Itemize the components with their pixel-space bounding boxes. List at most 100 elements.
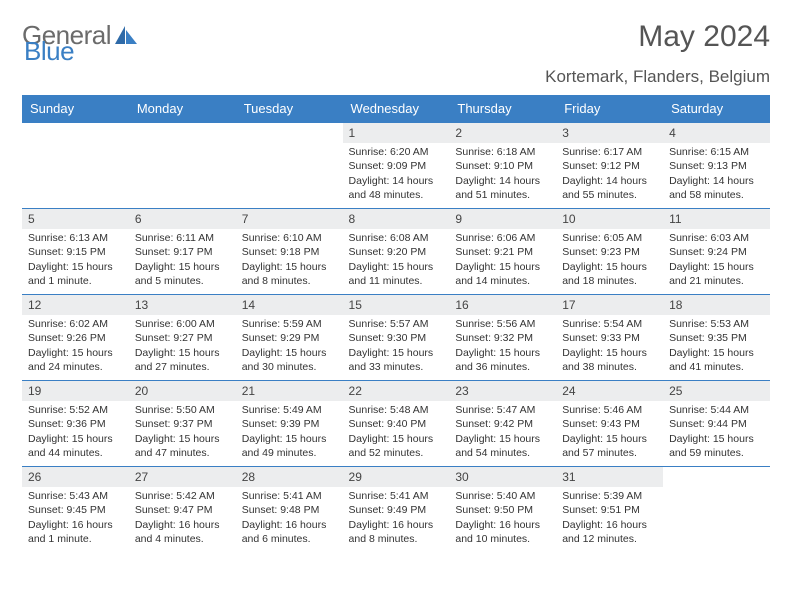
daylight-text: Daylight: 16 hours and 6 minutes. xyxy=(242,518,337,546)
day-body: Sunrise: 6:02 AMSunset: 9:26 PMDaylight:… xyxy=(22,315,129,378)
sunset-text: Sunset: 9:27 PM xyxy=(135,331,230,345)
day-of-week-row: Sunday Monday Tuesday Wednesday Thursday… xyxy=(22,95,770,123)
sunrise-text: Sunrise: 5:53 AM xyxy=(669,317,764,331)
sunset-text: Sunset: 9:29 PM xyxy=(242,331,337,345)
day-cell: 9Sunrise: 6:06 AMSunset: 9:21 PMDaylight… xyxy=(449,209,556,295)
sunset-text: Sunset: 9:33 PM xyxy=(562,331,657,345)
sail-icon xyxy=(115,26,137,46)
day-cell: 23Sunrise: 5:47 AMSunset: 9:42 PMDayligh… xyxy=(449,381,556,467)
sunrise-text: Sunrise: 5:39 AM xyxy=(562,489,657,503)
day-number: 23 xyxy=(449,381,556,401)
day-body: Sunrise: 5:59 AMSunset: 9:29 PMDaylight:… xyxy=(236,315,343,378)
day-body: Sunrise: 6:18 AMSunset: 9:10 PMDaylight:… xyxy=(449,143,556,206)
sunset-text: Sunset: 9:24 PM xyxy=(669,245,764,259)
day-cell: 24Sunrise: 5:46 AMSunset: 9:43 PMDayligh… xyxy=(556,381,663,467)
day-cell: 4Sunrise: 6:15 AMSunset: 9:13 PMDaylight… xyxy=(663,123,770,209)
day-body: Sunrise: 5:54 AMSunset: 9:33 PMDaylight:… xyxy=(556,315,663,378)
day-number: 13 xyxy=(129,295,236,315)
sunset-text: Sunset: 9:13 PM xyxy=(669,159,764,173)
sunset-text: Sunset: 9:23 PM xyxy=(562,245,657,259)
sunset-text: Sunset: 9:47 PM xyxy=(135,503,230,517)
sunrise-text: Sunrise: 5:40 AM xyxy=(455,489,550,503)
day-body: Sunrise: 5:57 AMSunset: 9:30 PMDaylight:… xyxy=(343,315,450,378)
day-body: Sunrise: 5:41 AMSunset: 9:48 PMDaylight:… xyxy=(236,487,343,550)
daylight-text: Daylight: 15 hours and 8 minutes. xyxy=(242,260,337,288)
sunset-text: Sunset: 9:36 PM xyxy=(28,417,123,431)
sunset-text: Sunset: 9:42 PM xyxy=(455,417,550,431)
day-number: 11 xyxy=(663,209,770,229)
daylight-text: Daylight: 15 hours and 36 minutes. xyxy=(455,346,550,374)
day-cell: 6Sunrise: 6:11 AMSunset: 9:17 PMDaylight… xyxy=(129,209,236,295)
day-cell: 11Sunrise: 6:03 AMSunset: 9:24 PMDayligh… xyxy=(663,209,770,295)
sunrise-text: Sunrise: 5:59 AM xyxy=(242,317,337,331)
sunrise-text: Sunrise: 6:03 AM xyxy=(669,231,764,245)
daylight-text: Daylight: 16 hours and 10 minutes. xyxy=(455,518,550,546)
empty-cell xyxy=(129,123,236,209)
day-body: Sunrise: 5:52 AMSunset: 9:36 PMDaylight:… xyxy=(22,401,129,464)
empty-cell xyxy=(663,467,770,553)
daylight-text: Daylight: 14 hours and 51 minutes. xyxy=(455,174,550,202)
day-cell: 20Sunrise: 5:50 AMSunset: 9:37 PMDayligh… xyxy=(129,381,236,467)
daylight-text: Daylight: 15 hours and 41 minutes. xyxy=(669,346,764,374)
daylight-text: Daylight: 15 hours and 18 minutes. xyxy=(562,260,657,288)
sunset-text: Sunset: 9:32 PM xyxy=(455,331,550,345)
sunrise-text: Sunrise: 6:15 AM xyxy=(669,145,764,159)
sunrise-text: Sunrise: 5:48 AM xyxy=(349,403,444,417)
day-number: 15 xyxy=(343,295,450,315)
day-number: 9 xyxy=(449,209,556,229)
day-cell: 26Sunrise: 5:43 AMSunset: 9:45 PMDayligh… xyxy=(22,467,129,553)
sunrise-text: Sunrise: 6:18 AM xyxy=(455,145,550,159)
sunrise-text: Sunrise: 6:06 AM xyxy=(455,231,550,245)
day-body: Sunrise: 5:41 AMSunset: 9:49 PMDaylight:… xyxy=(343,487,450,550)
sunset-text: Sunset: 9:12 PM xyxy=(562,159,657,173)
day-number: 26 xyxy=(22,467,129,487)
location-text: Kortemark, Flanders, Belgium xyxy=(22,67,770,87)
sunrise-text: Sunrise: 6:05 AM xyxy=(562,231,657,245)
day-number: 7 xyxy=(236,209,343,229)
day-number: 21 xyxy=(236,381,343,401)
sunrise-text: Sunrise: 6:11 AM xyxy=(135,231,230,245)
empty-cell xyxy=(22,123,129,209)
sunrise-text: Sunrise: 5:47 AM xyxy=(455,403,550,417)
daylight-text: Daylight: 15 hours and 38 minutes. xyxy=(562,346,657,374)
sunrise-text: Sunrise: 6:08 AM xyxy=(349,231,444,245)
daylight-text: Daylight: 15 hours and 52 minutes. xyxy=(349,432,444,460)
day-cell: 22Sunrise: 5:48 AMSunset: 9:40 PMDayligh… xyxy=(343,381,450,467)
day-number: 8 xyxy=(343,209,450,229)
daylight-text: Daylight: 16 hours and 8 minutes. xyxy=(349,518,444,546)
sunrise-text: Sunrise: 5:42 AM xyxy=(135,489,230,503)
daylight-text: Daylight: 15 hours and 30 minutes. xyxy=(242,346,337,374)
week-row: 1Sunrise: 6:20 AMSunset: 9:09 PMDaylight… xyxy=(22,123,770,209)
day-body: Sunrise: 6:10 AMSunset: 9:18 PMDaylight:… xyxy=(236,229,343,292)
sunset-text: Sunset: 9:39 PM xyxy=(242,417,337,431)
daylight-text: Daylight: 15 hours and 27 minutes. xyxy=(135,346,230,374)
day-cell: 14Sunrise: 5:59 AMSunset: 9:29 PMDayligh… xyxy=(236,295,343,381)
daylight-text: Daylight: 14 hours and 55 minutes. xyxy=(562,174,657,202)
daylight-text: Daylight: 15 hours and 44 minutes. xyxy=(28,432,123,460)
day-cell: 17Sunrise: 5:54 AMSunset: 9:33 PMDayligh… xyxy=(556,295,663,381)
day-cell: 13Sunrise: 6:00 AMSunset: 9:27 PMDayligh… xyxy=(129,295,236,381)
sunset-text: Sunset: 9:30 PM xyxy=(349,331,444,345)
sunset-text: Sunset: 9:40 PM xyxy=(349,417,444,431)
day-number: 28 xyxy=(236,467,343,487)
day-body: Sunrise: 5:46 AMSunset: 9:43 PMDaylight:… xyxy=(556,401,663,464)
daylight-text: Daylight: 16 hours and 12 minutes. xyxy=(562,518,657,546)
day-body: Sunrise: 5:48 AMSunset: 9:40 PMDaylight:… xyxy=(343,401,450,464)
day-number: 3 xyxy=(556,123,663,143)
day-cell: 10Sunrise: 6:05 AMSunset: 9:23 PMDayligh… xyxy=(556,209,663,295)
sunset-text: Sunset: 9:48 PM xyxy=(242,503,337,517)
day-body: Sunrise: 6:06 AMSunset: 9:21 PMDaylight:… xyxy=(449,229,556,292)
day-body: Sunrise: 5:39 AMSunset: 9:51 PMDaylight:… xyxy=(556,487,663,550)
empty-cell xyxy=(236,123,343,209)
day-body: Sunrise: 5:40 AMSunset: 9:50 PMDaylight:… xyxy=(449,487,556,550)
day-number: 25 xyxy=(663,381,770,401)
sunset-text: Sunset: 9:09 PM xyxy=(349,159,444,173)
brand-word2: Blue xyxy=(24,36,74,67)
sunrise-text: Sunrise: 6:13 AM xyxy=(28,231,123,245)
day-body: Sunrise: 5:53 AMSunset: 9:35 PMDaylight:… xyxy=(663,315,770,378)
day-cell: 21Sunrise: 5:49 AMSunset: 9:39 PMDayligh… xyxy=(236,381,343,467)
day-number: 29 xyxy=(343,467,450,487)
daylight-text: Daylight: 16 hours and 1 minute. xyxy=(28,518,123,546)
day-cell: 2Sunrise: 6:18 AMSunset: 9:10 PMDaylight… xyxy=(449,123,556,209)
day-number: 20 xyxy=(129,381,236,401)
